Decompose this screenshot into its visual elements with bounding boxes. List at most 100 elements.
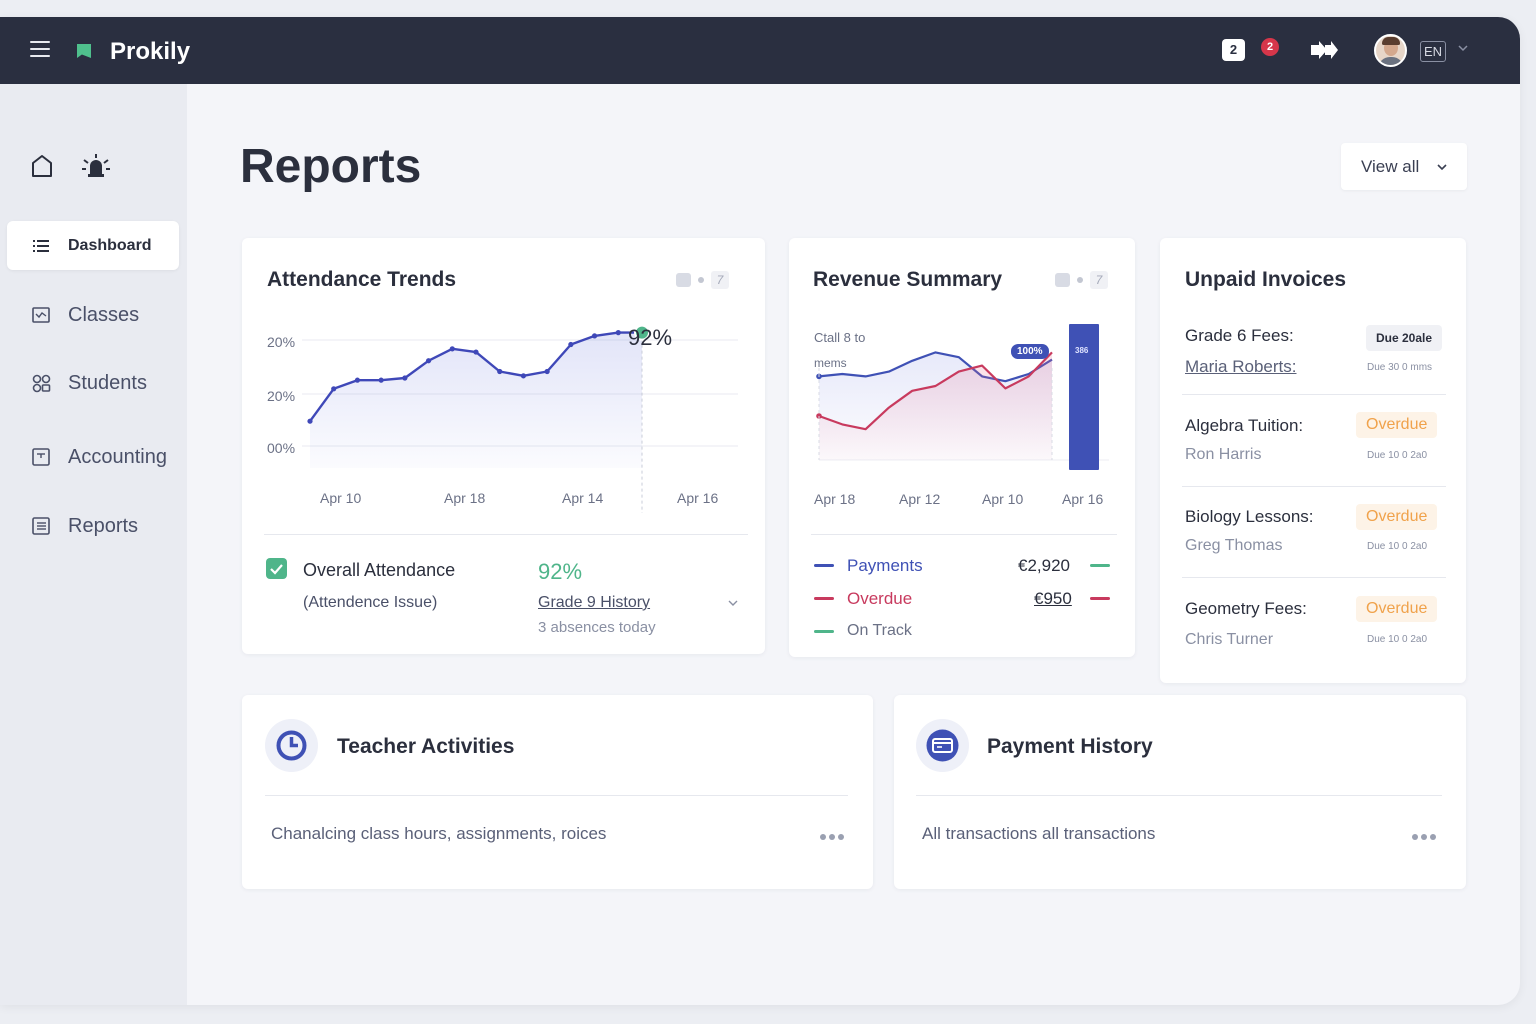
grade-history-link[interactable]: Grade 9 History	[538, 594, 651, 611]
data-point	[615, 330, 621, 336]
app-window: Prokily 2 2 EN	[0, 17, 1520, 1005]
attendance-area	[310, 332, 642, 468]
data-point	[497, 368, 503, 375]
legend-ontrack-label: On Track	[847, 622, 912, 639]
teacher-activities-title: Teacher Activities	[337, 735, 515, 758]
invoice-title[interactable]: Algebra Tuition:	[1185, 416, 1304, 435]
menu-icon[interactable]	[30, 41, 50, 59]
info-icon[interactable]: 7	[711, 271, 729, 289]
series-area-overdue	[819, 352, 1052, 460]
status-badge: Due 20ale	[1366, 325, 1443, 351]
dot-icon[interactable]	[698, 277, 704, 283]
invoices-card: Unpaid Invoices Grade 6 Fees: Maria Robe…	[1160, 238, 1466, 683]
attendance-title: Attendance Trends	[267, 268, 457, 291]
due-date: Due 10 0 2a0	[1367, 634, 1428, 645]
y-tick: 20%	[267, 388, 296, 404]
x-tick: Apr 10	[982, 491, 1024, 507]
chevron-down-icon[interactable]	[1458, 43, 1468, 53]
payment-history-card: Payment History All transactions all tra…	[894, 695, 1466, 889]
invoice-student: Greg Thomas	[1185, 537, 1283, 554]
revenue-note-line1: Ctall 8 to	[814, 330, 866, 345]
invoice-student[interactable]: Maria Roberts:	[1185, 357, 1297, 376]
attendance-issue-label: (Attendence Issue)	[303, 594, 438, 611]
revenue-badge: 100%	[1011, 344, 1049, 359]
x-tick: Apr 14	[562, 490, 604, 506]
data-point	[331, 386, 337, 392]
report-icon	[32, 517, 50, 535]
language-selector[interactable]: EN	[1420, 41, 1447, 62]
data-point	[307, 418, 313, 424]
invoice-student: Chris Turner	[1185, 631, 1274, 648]
legend-swatch-payments	[814, 564, 834, 567]
overall-attendance-value: 92%	[538, 559, 583, 584]
data-point	[449, 346, 455, 352]
chevron-down-icon[interactable]	[728, 599, 738, 607]
attendance-checkbox[interactable]	[266, 558, 287, 579]
attendance-card: Attendance Trends 7 20% 20% 00% 92% Apr …	[242, 238, 765, 654]
messages-badge[interactable]: 2	[1222, 39, 1245, 61]
due-date: Due 30 0 mms	[1367, 362, 1433, 373]
legend-overdue-value: €950	[1034, 589, 1072, 608]
notifications-badge[interactable]: 2	[1261, 38, 1279, 56]
data-point	[544, 368, 550, 375]
data-point	[425, 358, 432, 364]
teacher-activities-card: Teacher Activities Chanalcing class hour…	[242, 695, 873, 889]
revenue-card: Revenue Summary 7 Ctall 8 to mems 100% 3…	[789, 238, 1135, 657]
legend-trend-payments	[1090, 564, 1110, 567]
revenue-bar	[1069, 324, 1099, 470]
sidebar-item-label: Accounting	[68, 446, 167, 468]
sidebar-item-reports[interactable]: Reports	[7, 501, 179, 550]
invoice-divider	[1182, 486, 1446, 487]
legend-overdue-label: Overdue	[847, 589, 913, 608]
home-icon[interactable]	[30, 154, 54, 180]
select-icon[interactable]	[1055, 273, 1070, 287]
y-tick: 00%	[267, 440, 296, 456]
sidebar-item-label: Reports	[68, 515, 139, 537]
due-date: Due 10 0 2a0	[1367, 450, 1428, 461]
clock-icon	[265, 719, 318, 772]
user-avatar[interactable]	[1374, 34, 1407, 67]
series-line-payments	[818, 351, 1053, 383]
top-bar: Prokily 2 2 EN	[0, 17, 1520, 84]
dot-icon[interactable]	[1077, 277, 1083, 283]
more-icon[interactable]	[820, 834, 844, 840]
attendance-tools: 7	[676, 271, 729, 289]
legend-trend-overdue	[1090, 597, 1110, 600]
sidebar-item-classes[interactable]: Classes	[7, 290, 179, 339]
sidebar: Dashboard Classes Students Ac	[0, 84, 187, 1005]
logout-icon[interactable]	[1309, 39, 1339, 61]
data-point	[378, 377, 384, 383]
legend-payments-value: €2,920	[1018, 556, 1070, 575]
data-point	[568, 341, 574, 348]
select-icon[interactable]	[676, 273, 691, 287]
revenue-tools: 7	[1055, 271, 1108, 289]
y-tick: 20%	[267, 334, 296, 350]
legend-swatch-overdue	[814, 597, 834, 600]
sidebar-item-students[interactable]: Students	[7, 358, 179, 407]
sidebar-item-dashboard[interactable]: Dashboard	[7, 221, 179, 270]
invoices-title: Unpaid Invoices	[1185, 268, 1347, 291]
card-divider	[916, 795, 1442, 796]
students-icon	[32, 374, 51, 393]
chevron-down-icon	[1437, 164, 1447, 171]
invoice-title[interactable]: Grade 6 Fees:	[1185, 326, 1294, 345]
highlight-point	[634, 324, 650, 341]
status-badge: Overdue	[1356, 596, 1438, 622]
sidebar-item-accounting[interactable]: Accounting	[7, 432, 179, 481]
invoice-title[interactable]: Biology Lessons:	[1185, 507, 1314, 526]
view-all-dropdown[interactable]: View all	[1341, 143, 1467, 190]
invoice-divider	[1182, 577, 1446, 578]
more-icon[interactable]	[1412, 834, 1436, 840]
invoice-title[interactable]: Geometry Fees:	[1185, 599, 1307, 618]
payment-history-title: Payment History	[987, 735, 1153, 758]
sidebar-item-label: Classes	[68, 304, 140, 326]
revenue-chart	[816, 324, 1109, 470]
info-icon[interactable]: 7	[1090, 271, 1108, 289]
alert-icon[interactable]	[80, 152, 112, 182]
legend-swatch-ontrack	[814, 630, 834, 633]
data-point	[402, 375, 408, 381]
invoice-student: Ron Harris	[1185, 446, 1262, 463]
card-divider	[265, 795, 848, 796]
view-all-label: View all	[1361, 157, 1420, 176]
data-point	[354, 377, 361, 383]
